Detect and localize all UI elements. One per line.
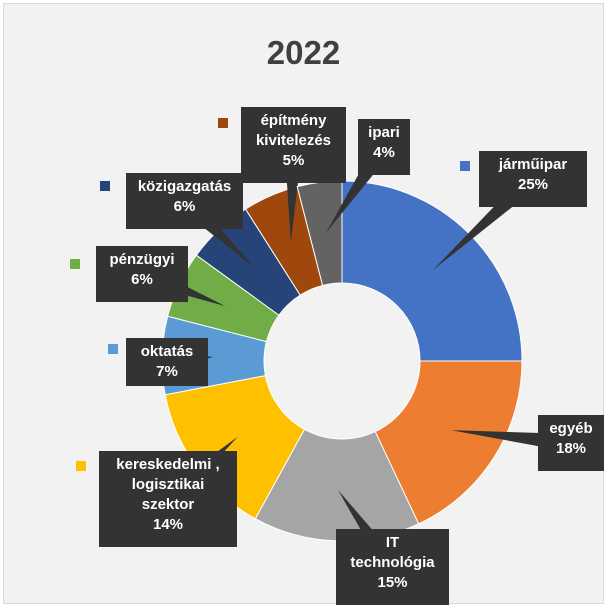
slice-percent: 15% xyxy=(377,574,408,591)
slice-name: kereskedelmi , logisztikai szektor xyxy=(116,456,220,513)
legend-marker xyxy=(100,181,110,191)
slice-name: közigazgatás xyxy=(137,178,232,195)
slice-percent: 18% xyxy=(555,440,587,457)
donut-slice xyxy=(296,180,343,287)
slice-name: oktatás xyxy=(140,343,194,360)
donut-chart xyxy=(138,141,572,573)
slice-label: egyéb 18% xyxy=(538,415,604,471)
legend-marker xyxy=(218,118,228,128)
slice-label: IT technológia 15% xyxy=(336,529,449,605)
slice-percent: 6% xyxy=(131,271,153,288)
slice-name: egyéb xyxy=(549,420,593,437)
slice-label: kereskedelmi , logisztikai szektor 14% xyxy=(99,451,237,547)
slice-name: járműipar xyxy=(498,156,568,173)
donut-slice xyxy=(374,360,523,525)
legend-marker xyxy=(70,259,80,269)
legend-marker xyxy=(108,344,118,354)
chart-area: 2022 járműipar 25% egyéb 18% IT technológia 1… xyxy=(3,3,604,605)
slice-percent: 25% xyxy=(517,176,549,193)
donut-slice xyxy=(341,180,523,362)
slice-name: ipari xyxy=(368,124,400,141)
slice-name: IT technológia xyxy=(350,534,435,571)
slice-label: járműipar 25% xyxy=(479,151,587,207)
slice-label: közigazgatás 6% xyxy=(126,173,243,229)
slice-percent: 4% xyxy=(373,144,395,161)
slice-label: ipari 4% xyxy=(358,119,410,175)
legend-marker xyxy=(460,161,470,171)
slice-percent: 5% xyxy=(282,152,305,169)
slice-name: építmény kivitelezés xyxy=(255,112,332,149)
slice-label: oktatás 7% xyxy=(126,338,208,386)
slice-label: pénzügyi 6% xyxy=(96,246,188,302)
slice-percent: 7% xyxy=(156,363,178,380)
slice-percent: 6% xyxy=(173,198,196,215)
slice-name: pénzügyi xyxy=(109,251,175,268)
legend-marker xyxy=(76,461,86,471)
slice-label: építmény kivitelezés 5% xyxy=(241,107,346,183)
chart-title: 2022 xyxy=(266,34,341,71)
slice-percent: 14% xyxy=(152,516,184,533)
